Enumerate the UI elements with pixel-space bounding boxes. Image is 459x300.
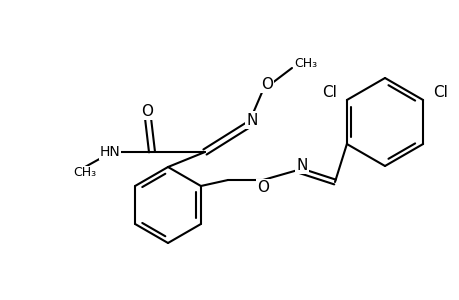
Text: Cl: Cl bbox=[321, 85, 336, 100]
Text: Cl: Cl bbox=[432, 85, 447, 100]
Text: N: N bbox=[296, 158, 307, 172]
Text: HN: HN bbox=[100, 145, 120, 159]
Text: O: O bbox=[141, 103, 153, 118]
Text: CH₃: CH₃ bbox=[73, 167, 96, 179]
Text: O: O bbox=[260, 76, 272, 92]
Text: CH₃: CH₃ bbox=[294, 56, 317, 70]
Text: O: O bbox=[257, 181, 269, 196]
Text: N: N bbox=[246, 112, 257, 128]
